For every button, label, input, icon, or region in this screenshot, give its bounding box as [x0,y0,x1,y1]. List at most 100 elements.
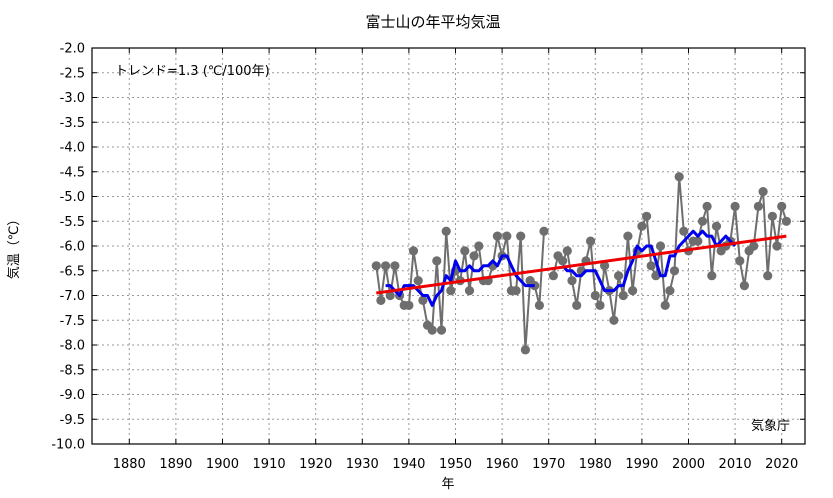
annual-data-point [520,345,531,355]
x-tick-label: 1900 [206,457,239,472]
trend-line [376,234,787,295]
y-tick-label: -10.0 [51,438,85,453]
annual-data-point [623,231,633,241]
y-tick-label: -8.5 [60,363,85,378]
annual-data-point [707,271,717,281]
source-label: 気象庁 [751,418,790,434]
annual-data-point [548,271,559,281]
annual-data-point [749,241,759,251]
annual-data-point [413,276,423,286]
annual-data-point [660,300,670,310]
annual-data-point [777,201,787,211]
annual-data-point [469,251,479,261]
annual-data-point [390,261,400,271]
y-tick-label: -3.0 [60,91,85,106]
annual-data-point [408,246,419,256]
x-tick-label: 1930 [346,457,379,472]
annual-data-point [511,286,521,296]
annual-data-point [772,241,782,251]
y-tick-label: -2.5 [60,66,85,81]
annual-data-point [502,231,512,241]
annual-data-point [381,261,391,271]
annual-data-point [516,231,526,241]
x-tick-label: 1920 [299,457,332,472]
y-tick-label: -6.0 [60,240,85,255]
annual-data-point [763,271,773,281]
annual-data-point [655,241,666,251]
annual-data-point [371,261,381,271]
annual-data-point [697,216,708,226]
y-tick-label: -5.5 [60,215,85,230]
annual-data-point [693,236,703,246]
x-tick-label: 1890 [159,457,192,472]
annual-data-point [618,290,628,301]
y-tick-label: -4.0 [60,141,85,156]
x-tick-label: 1880 [113,457,146,472]
x-tick-label: 2000 [672,457,705,472]
y-tick-label: -4.5 [60,165,85,180]
annual-data-point [376,295,386,305]
annual-data-point [637,221,647,231]
annual-data-point [735,256,745,266]
annual-data-point [669,266,680,276]
y-tick-label: -2.0 [60,42,85,57]
x-axis-label: 年 [441,477,454,492]
annual-data-point [702,201,712,211]
annual-data-point [609,315,619,325]
annual-data-point [679,226,689,236]
annual-data-point [460,246,470,256]
annual-data-point [464,286,475,296]
annual-data-point [739,281,750,291]
annual-data-point [590,290,600,301]
annual-data-point [665,286,675,296]
y-axis-label: 気温（℃） [6,213,22,280]
x-axis-ticks: 1880 1890 1900 1910 1920 1930 1940 1950 1960 1970… [113,48,798,472]
y-tick-label: -9.0 [60,388,85,403]
x-tick-label: 1990 [625,457,658,472]
annual-data-point [534,300,545,310]
annual-data-point [730,201,740,211]
chart-title: 富士山の年平均気温 [365,13,500,31]
annual-data-point [711,221,722,231]
annual-data-point [642,211,652,221]
annual-data-point [427,325,437,335]
y-tick-label: -3.5 [60,116,85,131]
annual-data-point [586,236,596,246]
annual-data-point [446,286,456,296]
annual-data-point [651,271,661,281]
annual-data-point [432,256,442,266]
trend-annotation: トレンド=1.3 (℃/100年) [115,64,270,79]
annual-data-point [614,271,624,281]
annual-data-point [539,226,549,236]
moving-average-line [561,229,737,293]
annual-data-point [567,276,577,286]
x-tick-label: 2020 [765,457,798,472]
annual-data-point [674,172,684,182]
y-tick-label: -8.0 [60,339,85,354]
moving-average-line [385,254,535,307]
annual-data-point [530,281,540,291]
annual-data-point [753,201,764,211]
annual-data-point [595,300,605,310]
y-axis-ticks: -10.0 -9.5 -9.0 -8.5 -8.0 -7.5 -7.0 -6.5 -6.0 -5.… [51,42,805,453]
y-tick-label: -9.5 [60,413,85,428]
annual-data-point [767,211,778,221]
annual-data-point [492,231,502,241]
y-tick-label: -5.0 [60,190,85,205]
y-tick-label: -6.5 [60,264,85,279]
y-tick-label: -7.5 [60,314,85,329]
annual-data-point [441,226,451,236]
x-tick-label: 1970 [532,457,565,472]
annual-data-point [600,261,610,271]
x-tick-label: 1950 [439,457,472,472]
annual-data-point [418,295,428,305]
series-layer [371,172,792,355]
x-tick-label: 1980 [579,457,612,472]
plot-frame [91,47,806,445]
annual-data-point [572,300,582,310]
annual-data-point [436,325,447,335]
annual-data-point [758,187,768,197]
x-tick-label: 1910 [253,457,286,472]
x-tick-label: 1960 [486,457,519,472]
